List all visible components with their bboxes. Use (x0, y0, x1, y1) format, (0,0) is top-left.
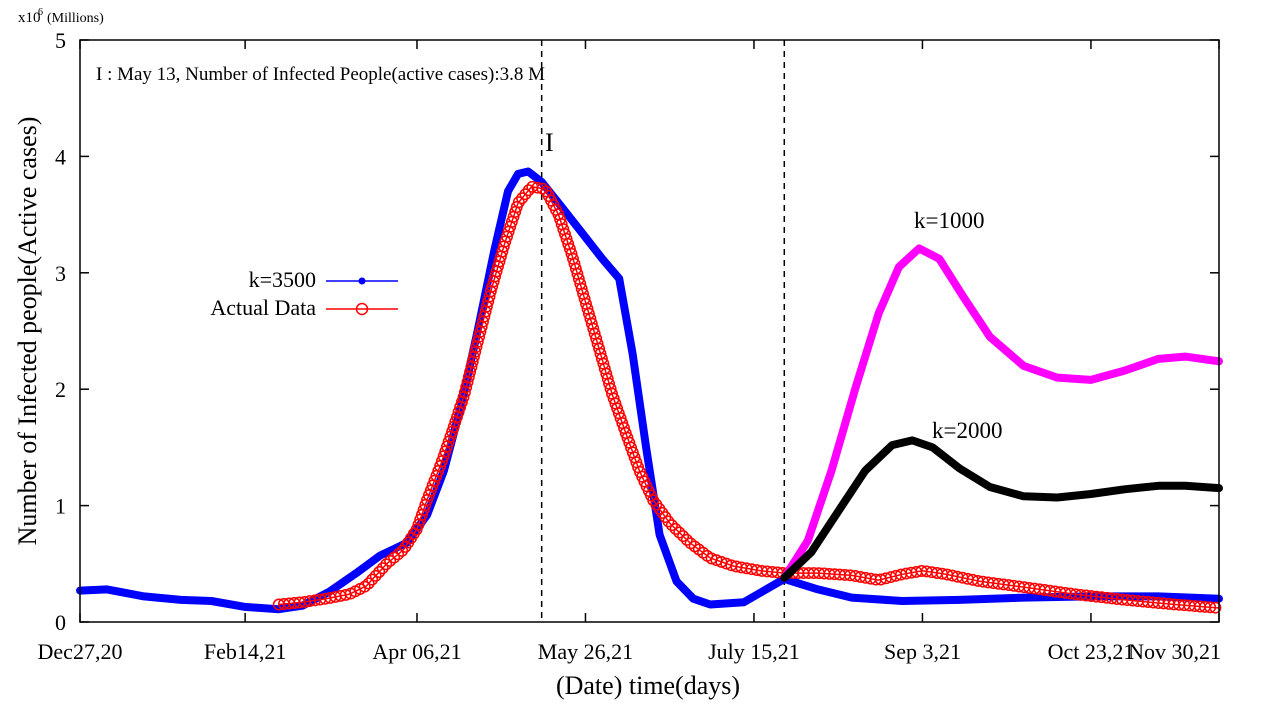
y-multiplier-exponent: 6 (38, 7, 43, 18)
data-point-actual-data (512, 196, 525, 209)
legend-label-actual: Actual Data (210, 295, 316, 320)
data-point-actual-data (673, 526, 686, 539)
x-tick-label: July 15,21 (708, 639, 800, 664)
y-multiplier-unit: (Millions) (47, 11, 104, 26)
data-point-actual-data (669, 522, 682, 535)
x-tick-label: Nov 30,21 (1128, 639, 1221, 664)
data-point-actual-data (396, 544, 409, 557)
data-point-actual-data (369, 569, 382, 582)
series-line-k-3500 (76, 167, 1223, 614)
curve-label-k2000: k=2000 (932, 418, 1002, 443)
x-tick-label: Dec27,20 (38, 639, 123, 664)
data-point-actual-data (677, 530, 690, 543)
data-point-actual-data (392, 548, 405, 561)
y-tick-label: 0 (55, 610, 66, 635)
legend-marker-actual (355, 302, 369, 316)
axes-group: 0 1 2 3 4 5 Dec27,20 Feb14,21 Apr 06,21 May 26,21… (38, 28, 1221, 664)
legend-label-k3500: k=3500 (249, 267, 316, 292)
x-tick-label: May 26,21 (538, 639, 633, 664)
data-point-actual-data (366, 573, 379, 586)
data-point-actual-data (384, 554, 397, 567)
data-point-actual-data (1209, 601, 1222, 614)
x-axis-label: (Date) time(days) (556, 671, 740, 700)
y-tick-label: 2 (55, 377, 66, 402)
data-point-actual-data (519, 188, 532, 201)
y-multiplier-base: x10 (18, 10, 41, 26)
vertical-reference-lines (540, 40, 786, 622)
y-tick-label: 1 (55, 494, 66, 519)
y-tick-label: 3 (55, 261, 66, 286)
data-point-actual-data (516, 192, 529, 205)
data-point-actual-data (536, 182, 549, 195)
data-point-actual-data (522, 184, 535, 197)
x-tick-label: Oct 23,21 (1048, 639, 1135, 664)
data-point-actual-data (662, 515, 675, 528)
y-tick-label: 5 (55, 28, 66, 53)
y-axis-label: Number of Infected people(Active cases) (13, 117, 42, 546)
data-point-actual-data (380, 558, 393, 571)
data-point-actual-data (680, 533, 693, 546)
y-tick-label: 4 (55, 144, 66, 169)
series-line-k-2000 (780, 436, 1223, 582)
x-tick-label: Sep 3,21 (884, 639, 961, 664)
x-tick-label: Apr 06,21 (372, 639, 461, 664)
data-point-actual-data (388, 551, 401, 564)
annotation-note: I : May 13, Number of Infected People(ac… (96, 64, 545, 85)
data-point-actual-data (373, 566, 386, 578)
series-group (76, 167, 1223, 614)
data-point-actual-data (358, 580, 371, 593)
x-tick-label: Feb14,21 (204, 639, 287, 664)
data-point-actual-data (665, 519, 678, 532)
data-point-actual-data (1204, 601, 1217, 614)
curve-label-k1000: k=1000 (914, 208, 984, 233)
series-line-k-1000 (780, 244, 1223, 582)
plot-frame (79, 39, 1220, 623)
legend: k=3500 Actual Data (210, 267, 398, 320)
data-point-actual-data (376, 562, 389, 575)
legend-marker-k3500 (358, 277, 366, 285)
peak-marker-label: I (545, 128, 554, 157)
series-line-actual-data (278, 185, 1220, 609)
data-point-actual-data (362, 577, 375, 590)
